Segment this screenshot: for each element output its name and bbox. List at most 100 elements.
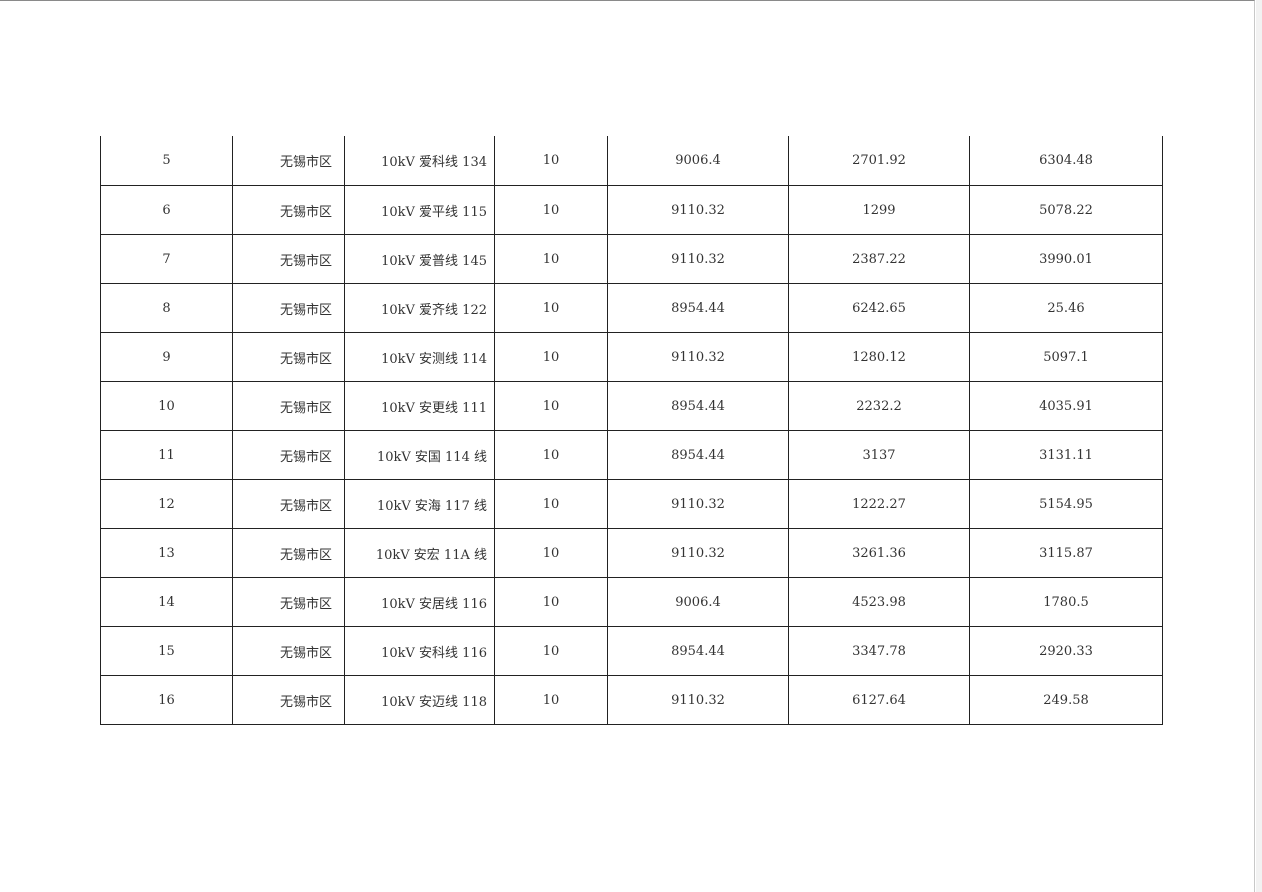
cell-margin: 5097.1 <box>969 332 1163 382</box>
table-row: 5 无锡市区 10kV 爱科线 134 10 9006.4 2701.92 6304.48 <box>100 136 1163 186</box>
cell-line-name: 10kV 安迈线 118 <box>344 675 495 725</box>
cell-capacity: 9110.32 <box>607 332 789 382</box>
cell-row-number: 12 <box>100 479 233 529</box>
cell-load: 2387.22 <box>788 234 970 284</box>
cell-voltage: 10 <box>494 626 608 676</box>
cell-region: 无锡市区 <box>232 577 345 627</box>
cell-row-number: 13 <box>100 528 233 578</box>
cell-margin: 6304.48 <box>969 136 1163 186</box>
cell-voltage: 10 <box>494 381 608 431</box>
cell-capacity: 8954.44 <box>607 381 789 431</box>
cell-capacity: 9006.4 <box>607 136 789 186</box>
cell-load: 3137 <box>788 430 970 480</box>
cell-voltage: 10 <box>494 675 608 725</box>
table-row: 15 无锡市区 10kV 安科线 116 10 8954.44 3347.78 2920.3… <box>100 626 1163 676</box>
cell-row-number: 14 <box>100 577 233 627</box>
cell-capacity: 8954.44 <box>607 430 789 480</box>
cell-capacity: 8954.44 <box>607 283 789 333</box>
cell-line-name: 10kV 爱齐线 122 <box>344 283 495 333</box>
cell-voltage: 10 <box>494 577 608 627</box>
table-row: 14 无锡市区 10kV 安居线 116 10 9006.4 4523.98 1780.5 <box>100 577 1163 627</box>
cell-region: 无锡市区 <box>232 626 345 676</box>
table-row: 12 无锡市区 10kV 安海 117 线 10 9110.32 1222.27 5154.… <box>100 479 1163 529</box>
cell-voltage: 10 <box>494 136 608 186</box>
cell-margin: 3990.01 <box>969 234 1163 284</box>
cell-load: 2701.92 <box>788 136 970 186</box>
cell-row-number: 5 <box>100 136 233 186</box>
cell-capacity: 9110.32 <box>607 234 789 284</box>
cell-line-name: 10kV 安居线 116 <box>344 577 495 627</box>
table-row: 8 无锡市区 10kV 爱齐线 122 10 8954.44 6242.65 25.46 <box>100 283 1163 333</box>
cell-line-name: 10kV 爱普线 145 <box>344 234 495 284</box>
cell-load: 6242.65 <box>788 283 970 333</box>
cell-capacity: 9006.4 <box>607 577 789 627</box>
cell-voltage: 10 <box>494 234 608 284</box>
cell-margin: 5154.95 <box>969 479 1163 529</box>
cell-row-number: 7 <box>100 234 233 284</box>
cell-load: 6127.64 <box>788 675 970 725</box>
cell-capacity: 9110.32 <box>607 185 789 235</box>
cell-line-name: 10kV 安海 117 线 <box>344 479 495 529</box>
cell-row-number: 16 <box>100 675 233 725</box>
cell-row-number: 15 <box>100 626 233 676</box>
cell-row-number: 11 <box>100 430 233 480</box>
cell-voltage: 10 <box>494 479 608 529</box>
table-body: 5 无锡市区 10kV 爱科线 134 10 9006.4 2701.92 6304.48 6… <box>100 136 1163 725</box>
cell-region: 无锡市区 <box>232 185 345 235</box>
cell-margin: 3115.87 <box>969 528 1163 578</box>
cell-voltage: 10 <box>494 332 608 382</box>
cell-line-name: 10kV 安更线 111 <box>344 381 495 431</box>
cell-region: 无锡市区 <box>232 332 345 382</box>
cell-row-number: 10 <box>100 381 233 431</box>
cell-load: 1299 <box>788 185 970 235</box>
cell-margin: 2920.33 <box>969 626 1163 676</box>
cell-voltage: 10 <box>494 430 608 480</box>
table-row: 7 无锡市区 10kV 爱普线 145 10 9110.32 2387.22 3990.01 <box>100 234 1163 284</box>
cell-load: 4523.98 <box>788 577 970 627</box>
cell-row-number: 9 <box>100 332 233 382</box>
cell-voltage: 10 <box>494 185 608 235</box>
cell-capacity: 9110.32 <box>607 528 789 578</box>
cell-region: 无锡市区 <box>232 675 345 725</box>
cell-margin: 249.58 <box>969 675 1163 725</box>
cell-line-name: 10kV 爱平线 115 <box>344 185 495 235</box>
cell-region: 无锡市区 <box>232 479 345 529</box>
cell-voltage: 10 <box>494 283 608 333</box>
cell-row-number: 8 <box>100 283 233 333</box>
cell-margin: 3131.11 <box>969 430 1163 480</box>
cell-load: 1222.27 <box>788 479 970 529</box>
cell-capacity: 9110.32 <box>607 479 789 529</box>
cell-margin: 5078.22 <box>969 185 1163 235</box>
table-row: 9 无锡市区 10kV 安测线 114 10 9110.32 1280.12 5097.1 <box>100 332 1163 382</box>
page-edge-shadow <box>1256 0 1262 892</box>
cell-line-name: 10kV 安宏 11A 线 <box>344 528 495 578</box>
table-row: 10 无锡市区 10kV 安更线 111 10 8954.44 2232.2 4035.91 <box>100 381 1163 431</box>
cell-line-name: 10kV 爱科线 134 <box>344 136 495 186</box>
cell-region: 无锡市区 <box>232 283 345 333</box>
cell-capacity: 8954.44 <box>607 626 789 676</box>
cell-margin: 4035.91 <box>969 381 1163 431</box>
cell-voltage: 10 <box>494 528 608 578</box>
table-row: 11 无锡市区 10kV 安国 114 线 10 8954.44 3137 3131.11 <box>100 430 1163 480</box>
cell-load: 1280.12 <box>788 332 970 382</box>
cell-region: 无锡市区 <box>232 381 345 431</box>
cell-region: 无锡市区 <box>232 528 345 578</box>
cell-capacity: 9110.32 <box>607 675 789 725</box>
cell-load: 3261.36 <box>788 528 970 578</box>
cell-line-name: 10kV 安国 114 线 <box>344 430 495 480</box>
cell-line-name: 10kV 安科线 116 <box>344 626 495 676</box>
data-table: 5 无锡市区 10kV 爱科线 134 10 9006.4 2701.92 6304.48 6… <box>100 136 1163 725</box>
table-row: 13 无锡市区 10kV 安宏 11A 线 10 9110.32 3261.36 3115.… <box>100 528 1163 578</box>
cell-row-number: 6 <box>100 185 233 235</box>
cell-load: 2232.2 <box>788 381 970 431</box>
table-row: 6 无锡市区 10kV 爱平线 115 10 9110.32 1299 5078.22 <box>100 185 1163 235</box>
table-row: 16 无锡市区 10kV 安迈线 118 10 9110.32 6127.64 249.58 <box>100 675 1163 725</box>
cell-region: 无锡市区 <box>232 136 345 186</box>
cell-margin: 25.46 <box>969 283 1163 333</box>
cell-margin: 1780.5 <box>969 577 1163 627</box>
cell-region: 无锡市区 <box>232 234 345 284</box>
cell-load: 3347.78 <box>788 626 970 676</box>
cell-region: 无锡市区 <box>232 430 345 480</box>
cell-line-name: 10kV 安测线 114 <box>344 332 495 382</box>
